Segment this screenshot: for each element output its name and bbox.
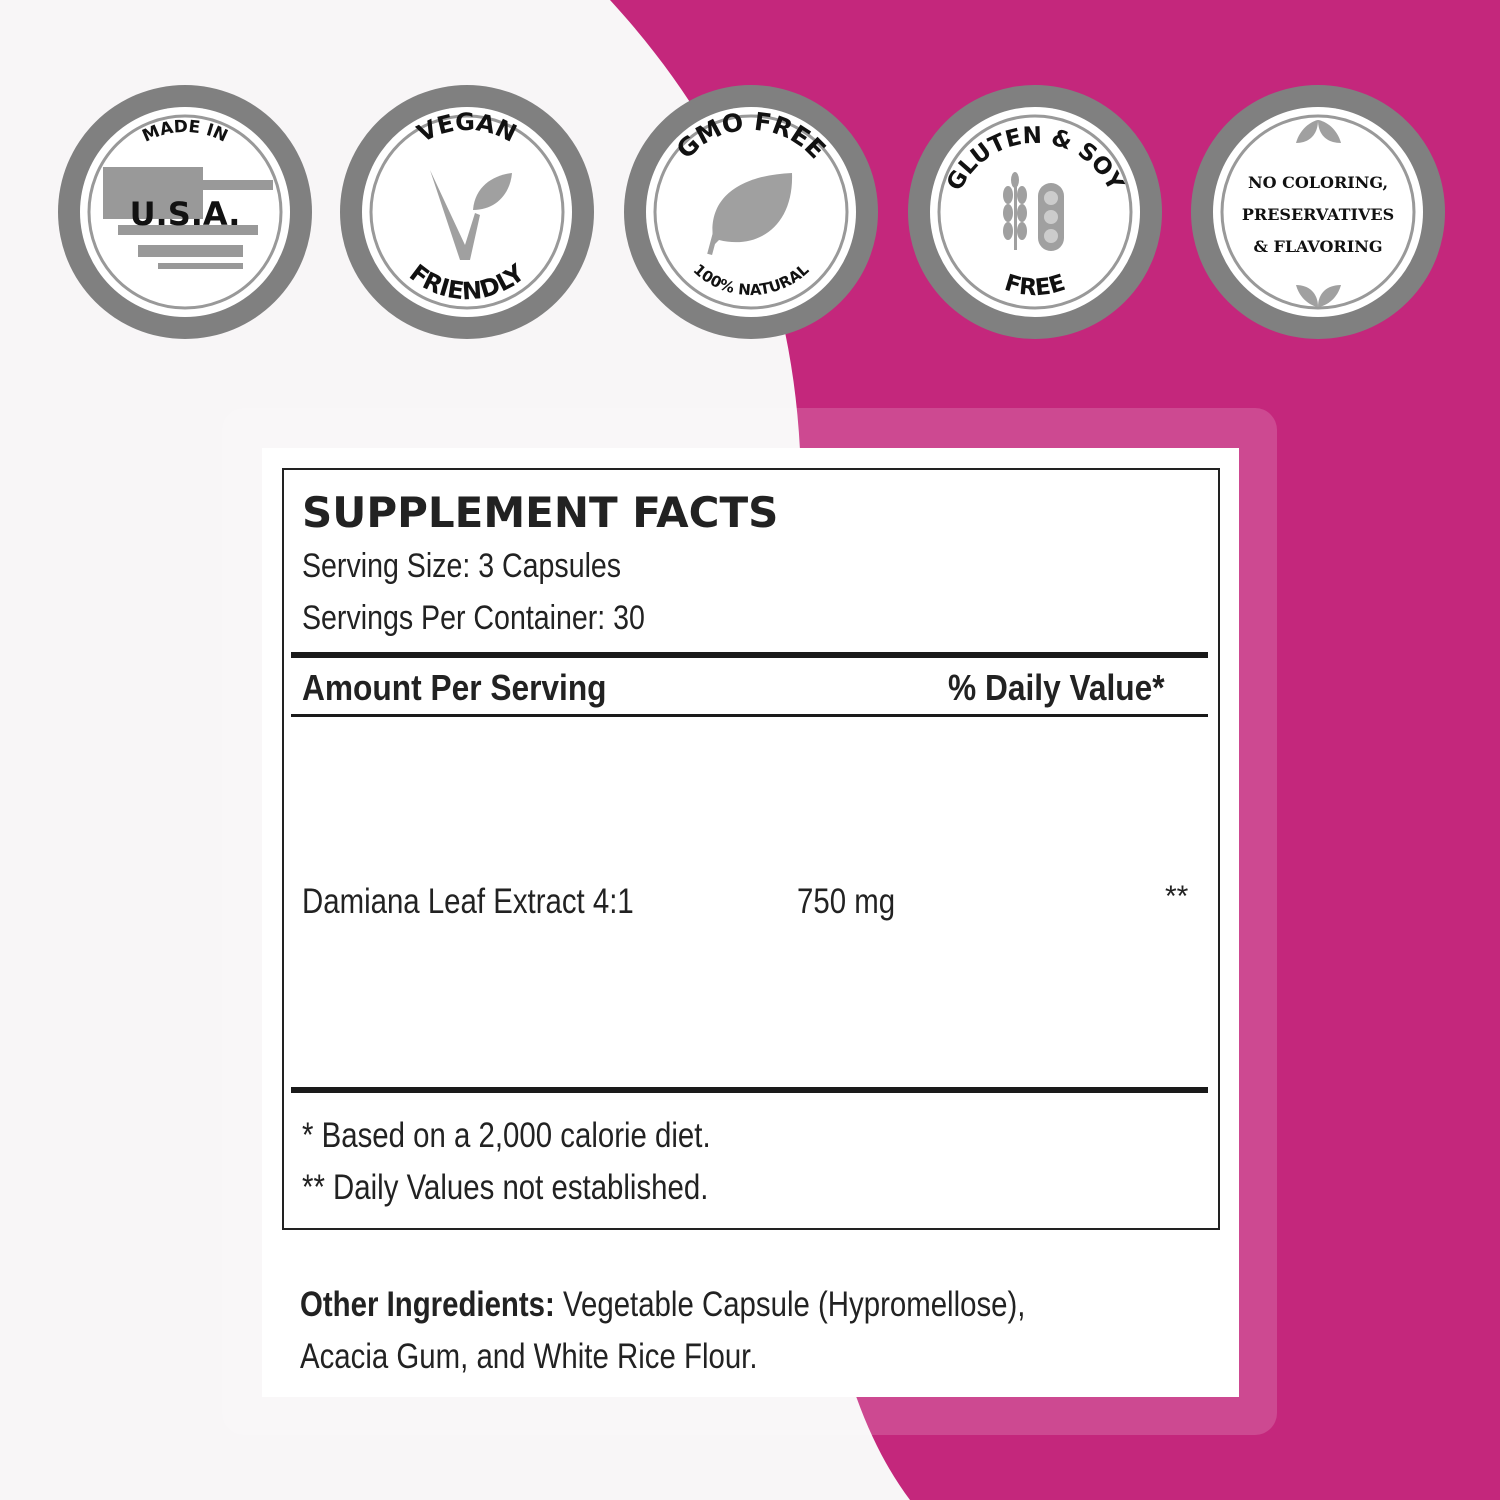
- leaf-icon: [707, 173, 793, 256]
- svg-text:PRESERVATIVES: PRESERVATIVES: [1242, 205, 1394, 224]
- ingredient-amount: 750 mg: [797, 882, 896, 921]
- ingredient-dv: **: [1165, 880, 1189, 913]
- divider-thick: [291, 1087, 1208, 1093]
- other-ingredients: Other Ingredients: Vegetable Capsule (Hy…: [300, 1285, 1025, 1325]
- other-ingredients-line2: Acacia Gum, and White Rice Flour.: [300, 1337, 758, 1376]
- facts-card: [262, 448, 1239, 1397]
- usa-flag-map-icon: [103, 167, 273, 269]
- facts-title: SUPPLEMENT FACTS: [302, 488, 779, 537]
- badge-vegan-friendly: VEGAN FRIENDLY: [340, 85, 594, 339]
- header-amount: Amount Per Serving: [302, 667, 607, 708]
- divider: [291, 714, 1208, 717]
- supplement-facts-box: [282, 468, 1220, 1230]
- vegan-leaf-icon: [430, 170, 512, 260]
- serving-size: Serving Size: 3 Capsules: [302, 547, 622, 585]
- svg-text:& FLAVORING: & FLAVORING: [1253, 237, 1382, 256]
- badge-gluten-soy-free: GLUTEN & SOY FREE: [908, 85, 1162, 339]
- ingredient-name: Damiana Leaf Extract 4:1: [302, 882, 634, 921]
- footnote-calorie: * Based on a 2,000 calorie diet.: [302, 1116, 711, 1155]
- header-daily-value: % Daily Value*: [948, 667, 1165, 708]
- leaves-icon: [1296, 120, 1341, 307]
- divider-thick: [291, 652, 1208, 658]
- svg-text:U.S.A.: U.S.A.: [130, 195, 241, 233]
- other-ingredients-line1: Vegetable Capsule (Hypromellose),: [554, 1285, 1026, 1324]
- other-ingredients-label: Other Ingredients:: [300, 1285, 555, 1324]
- footnote-dv: ** Daily Values not established.: [302, 1168, 709, 1207]
- servings-per-container: Servings Per Container: 30: [302, 599, 645, 637]
- wheat-soy-icon: [1003, 172, 1064, 251]
- badge-made-in-usa: MADE IN U.S.A.: [58, 85, 312, 339]
- svg-text:NO COLORING,: NO COLORING,: [1248, 173, 1388, 192]
- badge-gmo-free: GMO FREE 100% NATURAL: [624, 85, 878, 339]
- badge-no-coloring: NO COLORING, PRESERVATIVES & FLAVORING: [1191, 85, 1445, 339]
